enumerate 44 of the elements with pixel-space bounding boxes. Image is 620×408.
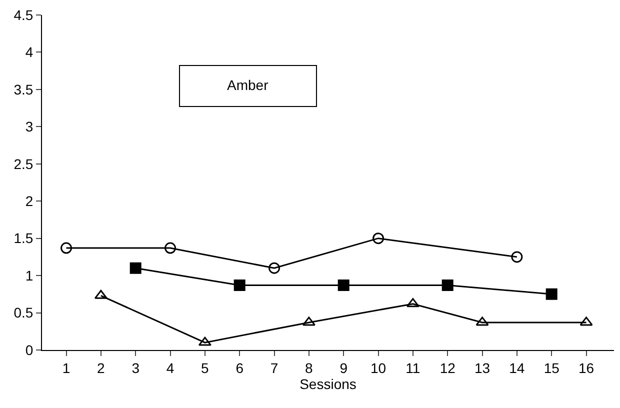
x-tick-label: 5 — [201, 360, 210, 376]
x-tick-label: 7 — [270, 360, 278, 376]
y-tick-label: 1 — [25, 267, 34, 284]
point — [442, 279, 454, 291]
y-tick-label: 0 — [25, 342, 34, 358]
x-tick-label: 14 — [509, 360, 525, 376]
x-axis-title: Sessions — [300, 376, 356, 392]
point — [302, 316, 316, 326]
x-tick-label: 12 — [440, 360, 456, 376]
x-tick-label: 9 — [340, 360, 348, 376]
point — [268, 262, 280, 274]
y-tick-label: 3.5 — [14, 81, 34, 98]
point — [511, 251, 523, 263]
y-tick-label: 4 — [25, 44, 34, 60]
y-tick-label: 2.5 — [14, 156, 34, 172]
x-tick-label: 1 — [62, 360, 70, 376]
y-tick-label: 2 — [25, 193, 34, 210]
x-tick-label: 15 — [544, 360, 560, 376]
y-tick-label: 0.5 — [14, 304, 34, 321]
x-tick-label: 8 — [305, 360, 314, 376]
point — [372, 232, 384, 244]
point — [198, 336, 212, 346]
point — [130, 262, 142, 274]
point — [338, 279, 350, 291]
x-tick-label: 3 — [132, 360, 140, 376]
x-tick-label: 11 — [406, 360, 420, 376]
x-tick-label: 13 — [474, 360, 490, 376]
x-tick-label: 6 — [236, 360, 244, 376]
point — [234, 279, 246, 291]
x-tick-label: 10 — [370, 360, 386, 376]
y-tick-label: 3 — [25, 118, 34, 135]
y-tick-label: 1.5 — [14, 230, 34, 246]
annotation: Amber — [227, 77, 269, 93]
y-tick-label: 4.5 — [14, 6, 34, 23]
x-tick-label: 16 — [578, 360, 594, 376]
point — [60, 242, 72, 254]
x-tick-label: 2 — [97, 360, 106, 376]
point — [406, 298, 420, 308]
x-tick-label: 4 — [166, 360, 174, 376]
point — [476, 316, 489, 326]
point — [164, 242, 176, 254]
point — [94, 290, 108, 299]
point — [546, 288, 558, 300]
point — [580, 316, 593, 326]
